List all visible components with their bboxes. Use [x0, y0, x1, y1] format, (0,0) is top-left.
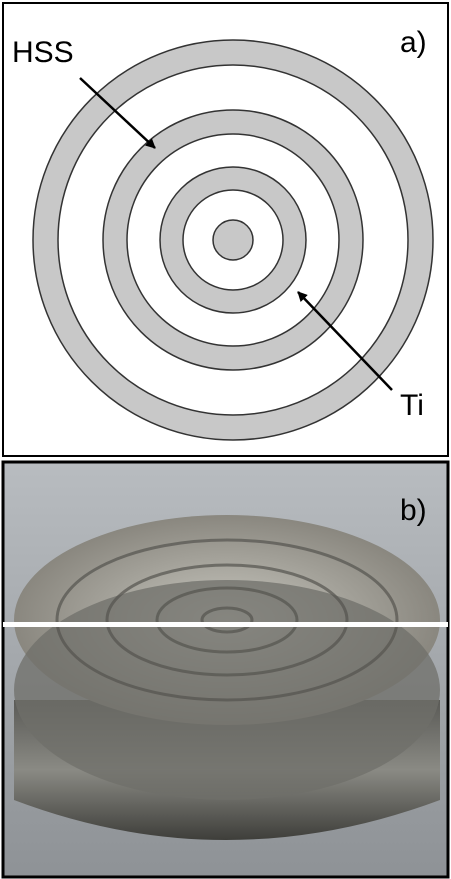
ti-label: Ti	[400, 389, 424, 422]
disc-lower-top	[14, 580, 440, 800]
panel-label: b)	[400, 494, 427, 527]
figure: HSS Ti a) b)	[0, 0, 451, 879]
rings	[33, 40, 433, 440]
panel-a: HSS Ti a)	[3, 3, 448, 456]
panel-label: a)	[400, 26, 427, 59]
cut-line	[3, 622, 448, 627]
panel-b: b)	[3, 462, 448, 877]
hss-label: HSS	[12, 36, 74, 69]
